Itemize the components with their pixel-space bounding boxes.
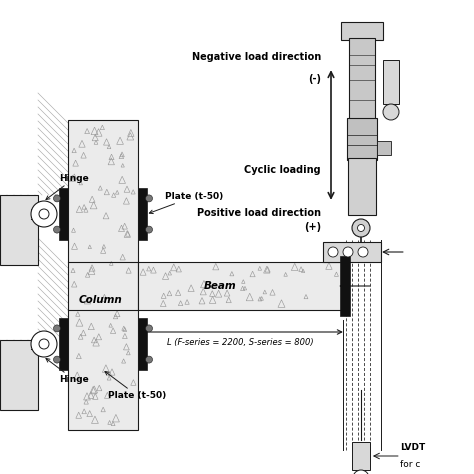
Text: Positive load direction: Positive load direction: [197, 208, 321, 218]
Bar: [68, 120, 138, 430]
Circle shape: [328, 247, 338, 257]
Circle shape: [146, 226, 153, 233]
Text: Negative load direction: Negative load direction: [192, 52, 321, 62]
Text: L (F-series = 2200, S-series = 800): L (F-series = 2200, S-series = 800): [167, 338, 314, 347]
Bar: [349, 38, 375, 120]
Bar: [341, 22, 383, 40]
Circle shape: [31, 331, 57, 357]
Bar: [383, 60, 399, 104]
Text: LVDT: LVDT: [400, 443, 425, 452]
Circle shape: [352, 219, 370, 237]
Text: Hinge: Hinge: [46, 358, 89, 384]
Bar: [0, 195, 38, 265]
Text: Cyclic loading: Cyclic loading: [245, 165, 321, 175]
Bar: [348, 158, 376, 215]
Text: Plate (t-50): Plate (t-50): [105, 372, 166, 400]
Circle shape: [31, 201, 57, 227]
Bar: [138, 188, 147, 240]
Circle shape: [383, 104, 399, 120]
Circle shape: [358, 247, 368, 257]
Text: (-): (-): [308, 74, 321, 84]
Bar: [340, 256, 350, 316]
Text: for c: for c: [400, 460, 420, 469]
Text: Hinge: Hinge: [46, 174, 89, 200]
Circle shape: [54, 226, 61, 233]
Bar: [59, 188, 68, 240]
Bar: [377, 141, 391, 155]
Bar: [59, 318, 68, 370]
Circle shape: [39, 339, 49, 349]
Bar: [352, 442, 370, 470]
Text: Column: Column: [79, 295, 123, 305]
Circle shape: [54, 356, 61, 363]
Circle shape: [357, 225, 365, 231]
Bar: [138, 262, 343, 310]
Bar: [323, 242, 381, 262]
Text: (+): (+): [304, 222, 321, 232]
Circle shape: [54, 325, 61, 332]
Circle shape: [146, 356, 153, 363]
Bar: [0, 340, 38, 410]
Circle shape: [353, 470, 369, 474]
Circle shape: [146, 195, 153, 202]
Circle shape: [146, 325, 153, 332]
Circle shape: [39, 209, 49, 219]
Text: Plate (t-50): Plate (t-50): [149, 192, 223, 214]
Circle shape: [343, 247, 353, 257]
Circle shape: [54, 195, 61, 202]
Bar: [138, 318, 147, 370]
Text: Beam: Beam: [204, 281, 237, 291]
Bar: [347, 118, 377, 160]
